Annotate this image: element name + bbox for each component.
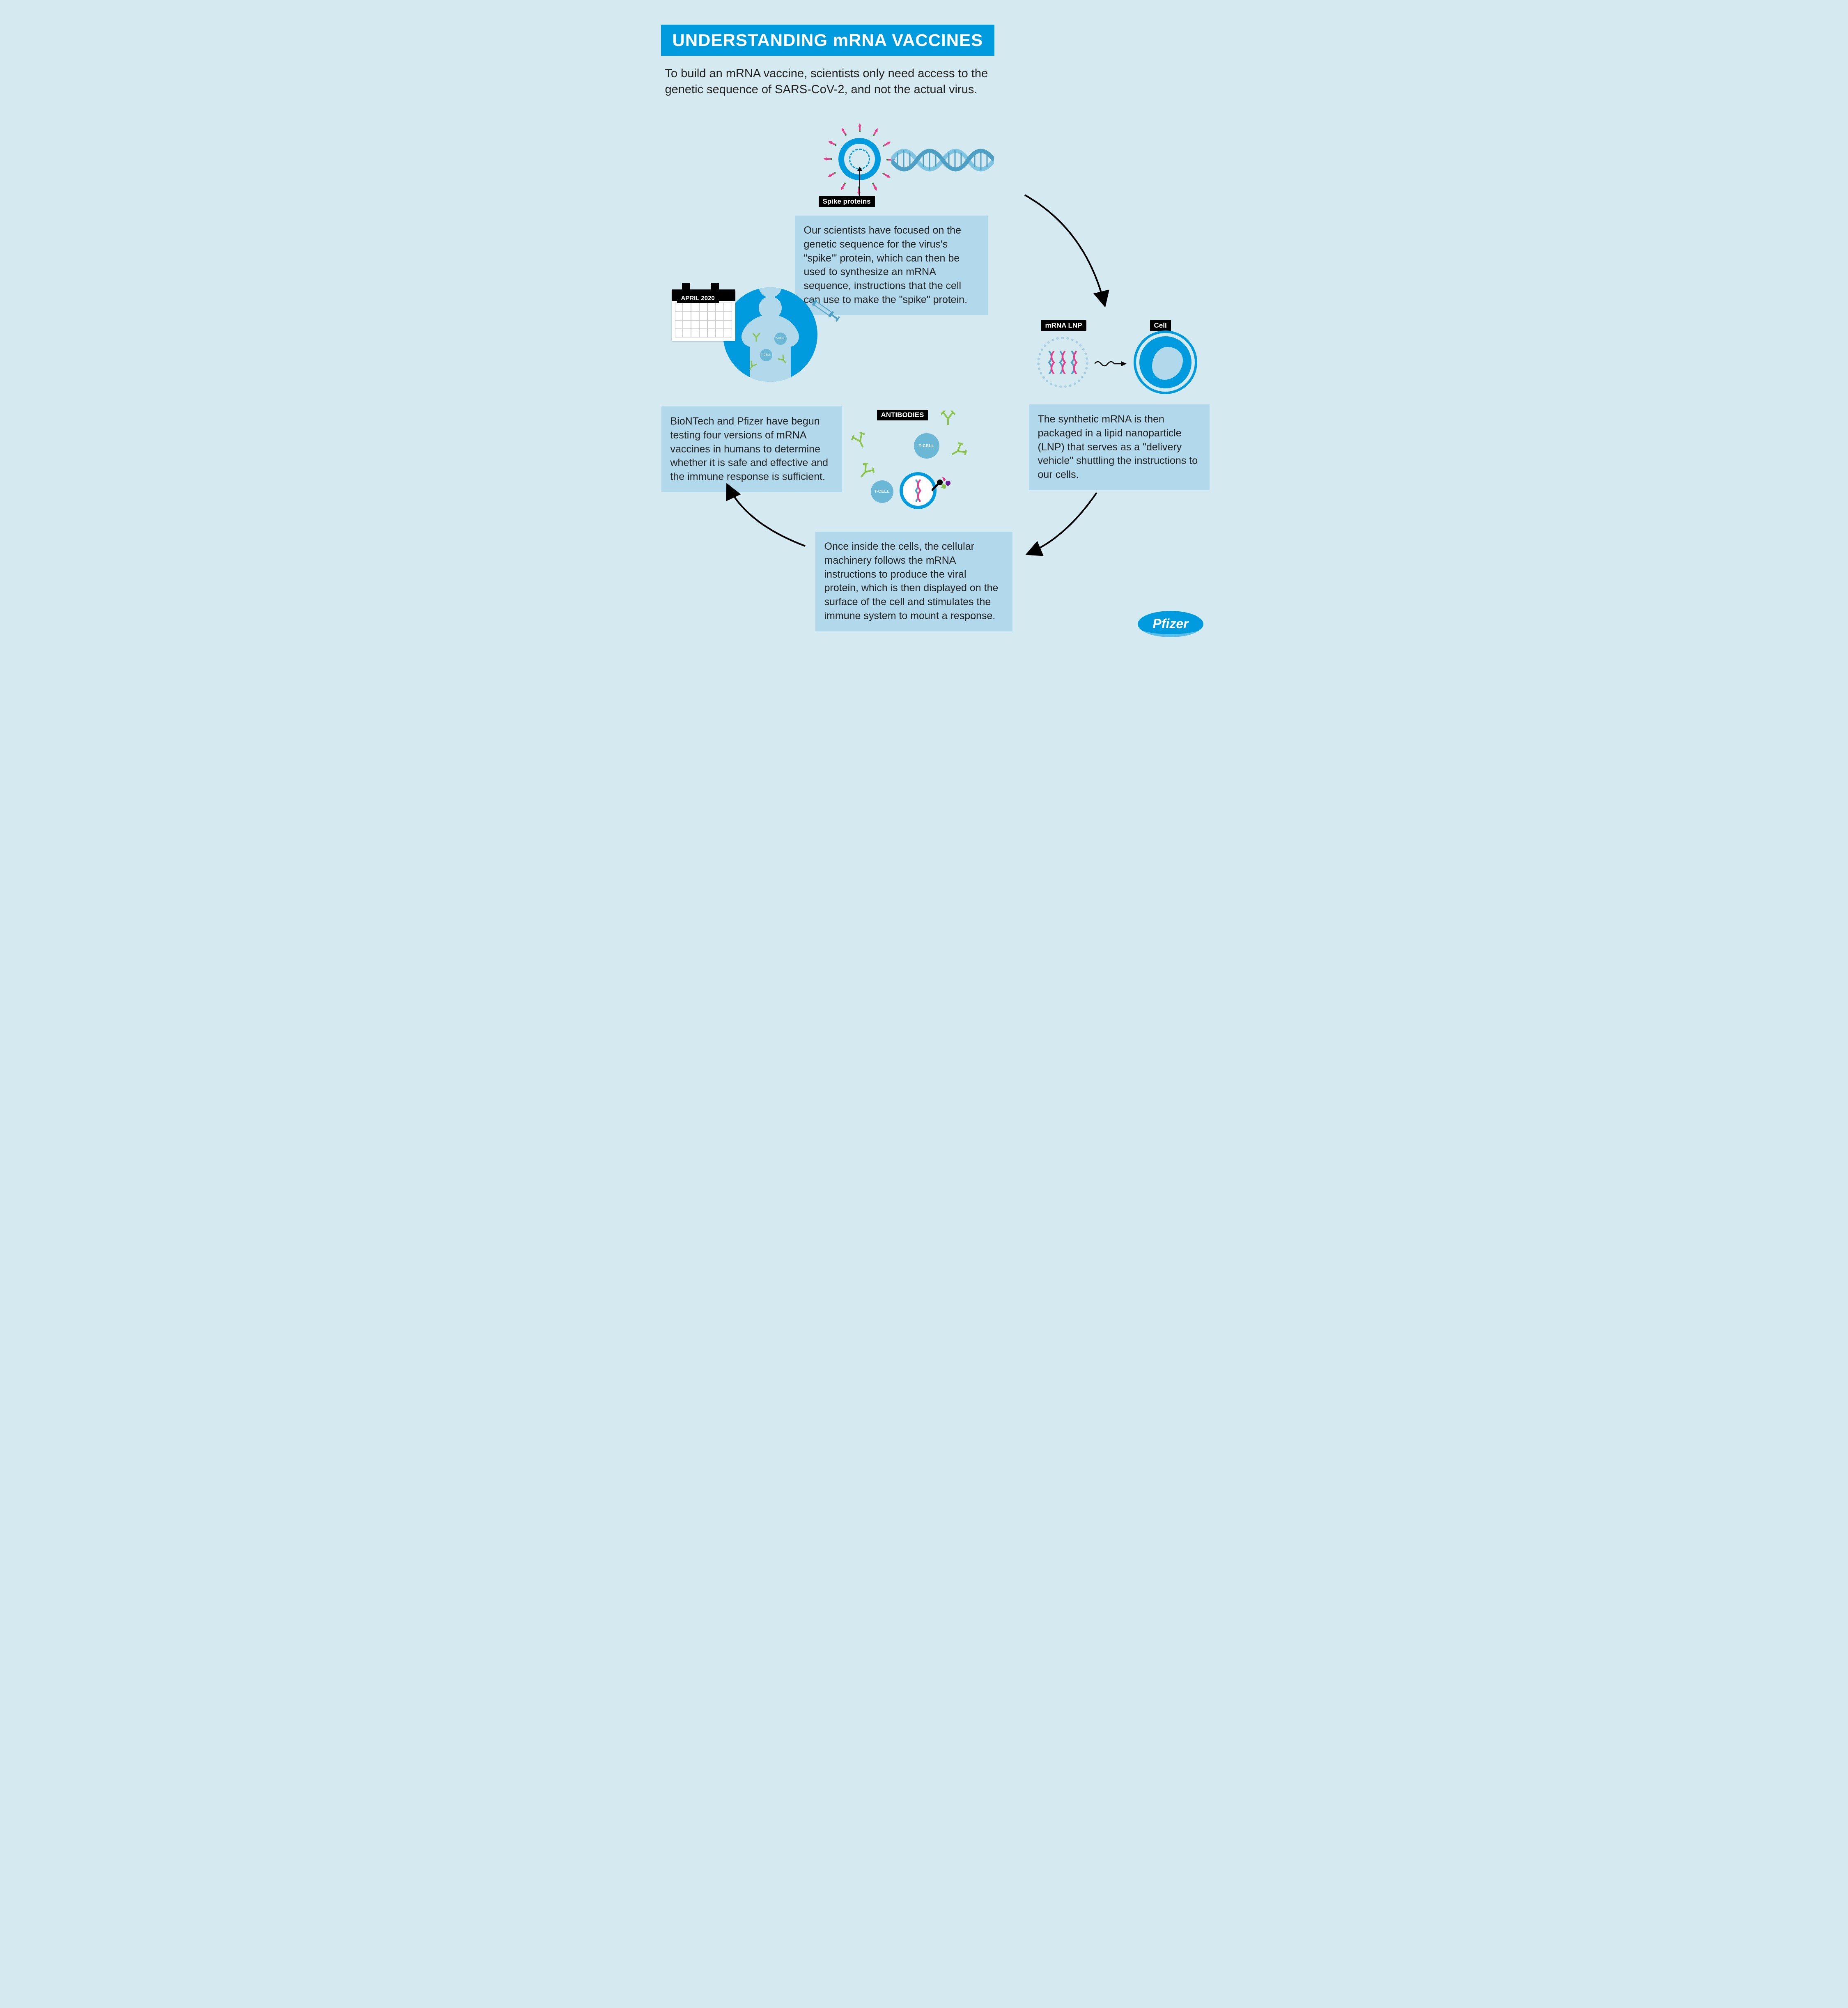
- antibody-icon: [752, 333, 761, 342]
- step2-text: The synthetic mRNA is then packaged in a…: [1029, 404, 1210, 490]
- step3-illustration: T-CELL T-CELL: [836, 406, 1008, 521]
- presenting-cell-icon: [900, 472, 937, 509]
- pointer-line: [859, 168, 860, 197]
- tcell-badge: T-CELL: [914, 433, 939, 459]
- rna-helix-icon: [891, 146, 994, 174]
- infographic-page: UNDERSTANDING mRNA VACCINES To build an …: [622, 0, 1226, 656]
- page-subtitle: To build an mRNA vaccine, scientists onl…: [665, 66, 1022, 98]
- step1-illustration: [795, 123, 992, 197]
- page-title-bar: UNDERSTANDING mRNA VACCINES: [661, 25, 995, 56]
- antibody-icon: [941, 411, 955, 425]
- spike-proteins-label: Spike proteins: [819, 196, 875, 207]
- date-label: APRIL 2020: [677, 294, 719, 303]
- step4-illustration: T-CELL T-CELL: [668, 271, 824, 394]
- tcell-badge: T-CELL: [871, 480, 893, 503]
- step4-text: BioNTech and Pfizer have begun testing f…: [661, 406, 842, 492]
- step1-text: Our scientists have focused on the genet…: [795, 216, 988, 315]
- lnp-icon: [1037, 337, 1088, 388]
- tcell-badge: T-CELL: [774, 333, 787, 345]
- logo-text: Pfizer: [1152, 616, 1189, 631]
- body-circle-icon: T-CELL T-CELL: [723, 287, 817, 382]
- step3-text: Once inside the cells, the cellular mach…: [815, 532, 1012, 631]
- wavy-arrow-icon: [1095, 360, 1127, 368]
- pfizer-logo: Pfizer: [1136, 608, 1205, 640]
- antibody-icon: [855, 461, 876, 482]
- antibody-icon: [948, 441, 968, 461]
- page-title: UNDERSTANDING mRNA VACCINES: [673, 30, 983, 50]
- antibody-icon: [850, 431, 870, 450]
- tcell-badge: T-CELL: [760, 349, 772, 361]
- step2-illustration: [1029, 324, 1205, 398]
